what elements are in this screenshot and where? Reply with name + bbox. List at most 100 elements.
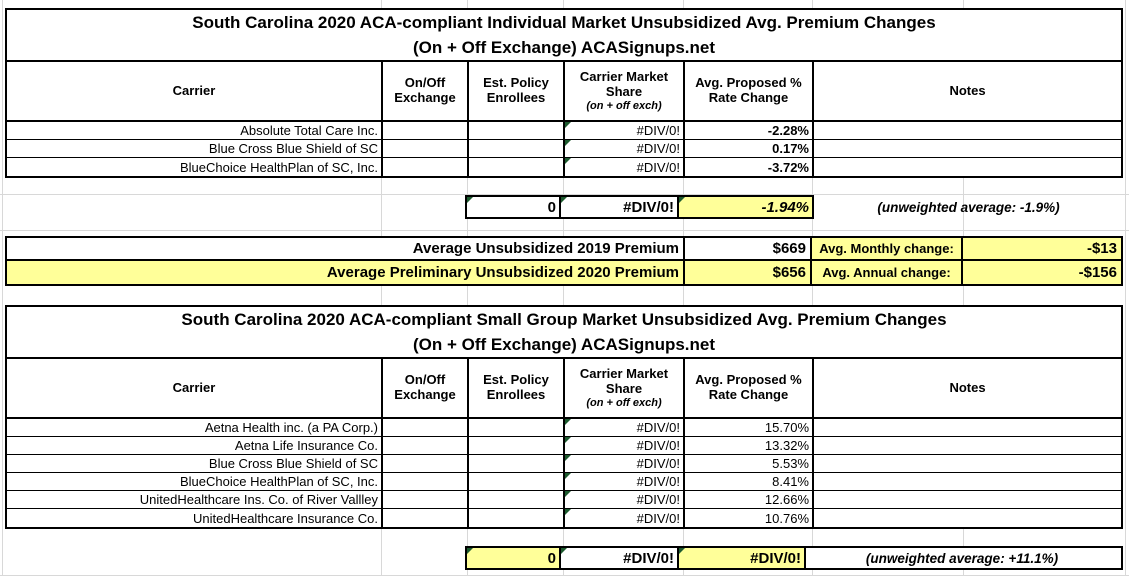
error-triangle-icon: [565, 509, 571, 515]
cell-notes[interactable]: [814, 437, 1121, 454]
cell-carrier[interactable]: Aetna Life Insurance Co.: [7, 437, 383, 454]
annual-change-value-cell[interactable]: -$156: [963, 261, 1121, 284]
total-enrollees-cell[interactable]: 0: [467, 197, 561, 217]
cell-carrier[interactable]: Aetna Health inc. (a PA Corp.): [7, 419, 383, 436]
cell-market-share[interactable]: #DIV/0!: [565, 419, 685, 436]
cell-rate-change[interactable]: 10.76%: [685, 509, 814, 527]
cell-carrier[interactable]: Blue Cross Blue Shield of SC: [7, 140, 383, 157]
annual-change-label-cell[interactable]: Avg. Annual change:: [812, 261, 963, 284]
header-exchange: On/Off Exchange: [383, 359, 469, 417]
header-exchange: On/Off Exchange: [383, 62, 469, 120]
cell-carrier[interactable]: UnitedHealthcare Insurance Co.: [7, 509, 383, 527]
cell-notes[interactable]: [814, 122, 1121, 139]
cell-carrier[interactable]: BlueChoice HealthPlan of SC, Inc.: [7, 473, 383, 490]
total-market-share-cell[interactable]: #DIV/0!: [561, 548, 679, 568]
total-rate-cell[interactable]: -1.94%: [679, 197, 812, 217]
gridline: [0, 194, 1129, 195]
cell-carrier[interactable]: BlueChoice HealthPlan of SC, Inc.: [7, 158, 383, 176]
cell-enrollees[interactable]: [469, 473, 565, 490]
gridline: [963, 0, 964, 576]
cell-notes[interactable]: [814, 509, 1121, 527]
cell-market-share[interactable]: #DIV/0!: [565, 455, 685, 472]
table-row: Blue Cross Blue Shield of SC #DIV/0! 0.1…: [7, 140, 1121, 158]
individual-totals-row: 0 #DIV/0! -1.94%: [465, 195, 814, 219]
table-row: Absolute Total Care Inc. #DIV/0! -2.28%: [7, 122, 1121, 140]
individual-market-table: South Carolina 2020 ACA-compliant Indivi…: [5, 8, 1123, 178]
total-rate-cell[interactable]: #DIV/0!: [679, 548, 806, 568]
cell-market-share[interactable]: #DIV/0!: [565, 140, 685, 157]
cell-exchange[interactable]: [383, 455, 469, 472]
cell-market-share[interactable]: #DIV/0!: [565, 509, 685, 527]
cell-notes[interactable]: [814, 140, 1121, 157]
summary-2019-value-cell[interactable]: $669: [685, 238, 812, 259]
small-group-market-title: South Carolina 2020 ACA-compliant Small …: [7, 307, 1121, 359]
table-row: BlueChoice HealthPlan of SC, Inc. #DIV/0…: [7, 473, 1121, 491]
summary-2019-label-cell[interactable]: Average Unsubsidized 2019 Premium: [7, 238, 685, 259]
monthly-change-value-cell[interactable]: -$13: [963, 238, 1121, 259]
cell-notes[interactable]: [814, 491, 1121, 508]
cell-exchange[interactable]: [383, 140, 469, 157]
cell-carrier[interactable]: Absolute Total Care Inc.: [7, 122, 383, 139]
cell-enrollees[interactable]: [469, 491, 565, 508]
error-triangle-icon: [467, 548, 473, 554]
error-triangle-icon: [679, 548, 685, 554]
cell-notes[interactable]: [814, 473, 1121, 490]
error-triangle-icon: [561, 197, 567, 203]
cell-rate-change[interactable]: 8.41%: [685, 473, 814, 490]
small-group-market-table: South Carolina 2020 ACA-compliant Small …: [5, 305, 1123, 529]
cell-exchange[interactable]: [383, 437, 469, 454]
cell-rate-change[interactable]: 5.53%: [685, 455, 814, 472]
cell-market-share[interactable]: #DIV/0!: [565, 437, 685, 454]
cell-enrollees[interactable]: [469, 419, 565, 436]
cell-rate-change[interactable]: 15.70%: [685, 419, 814, 436]
premium-summary-box: Average Unsubsidized 2019 Premium $669 A…: [5, 236, 1123, 286]
gridline: [467, 0, 468, 576]
error-triangle-icon: [679, 197, 685, 203]
header-notes: Notes: [949, 82, 986, 98]
cell-exchange[interactable]: [383, 491, 469, 508]
cell-exchange[interactable]: [383, 122, 469, 139]
title-line-2: (On + Off Exchange) ACASignups.net: [412, 38, 716, 57]
cell-exchange[interactable]: [383, 158, 469, 176]
cell-enrollees[interactable]: [469, 122, 565, 139]
table-row: Aetna Health inc. (a PA Corp.) #DIV/0! 1…: [7, 419, 1121, 437]
cell-market-share[interactable]: #DIV/0!: [565, 122, 685, 139]
cell-notes[interactable]: [814, 419, 1121, 436]
summary-2020-label-cell[interactable]: Average Preliminary Unsubsidized 2020 Pr…: [7, 261, 685, 284]
cell-rate-change[interactable]: 0.17%: [685, 140, 814, 157]
cell-enrollees[interactable]: [469, 140, 565, 157]
cell-notes[interactable]: [814, 158, 1121, 176]
cell-notes[interactable]: [814, 455, 1121, 472]
cell-market-share[interactable]: #DIV/0!: [565, 491, 685, 508]
cell-exchange[interactable]: [383, 509, 469, 527]
cell-rate-change[interactable]: -3.72%: [685, 158, 814, 176]
cell-enrollees[interactable]: [469, 455, 565, 472]
total-enrollees-cell[interactable]: 0: [467, 548, 561, 568]
cell-rate-change[interactable]: 13.32%: [685, 437, 814, 454]
summary-2020-value-cell[interactable]: $656: [685, 261, 812, 284]
header-market-share: Carrier Market Share (on + off exch): [565, 62, 685, 120]
total-market-share-cell[interactable]: #DIV/0!: [561, 197, 679, 217]
cell-enrollees[interactable]: [469, 437, 565, 454]
error-triangle-icon: [565, 437, 571, 443]
table-row: BlueChoice HealthPlan of SC, Inc. #DIV/0…: [7, 158, 1121, 176]
cell-carrier[interactable]: UnitedHealthcare Ins. Co. of River Valll…: [7, 491, 383, 508]
cell-exchange[interactable]: [383, 473, 469, 490]
gridline: [812, 0, 813, 576]
error-triangle-icon: [561, 548, 567, 554]
cell-enrollees[interactable]: [469, 509, 565, 527]
cell-carrier[interactable]: Blue Cross Blue Shield of SC: [7, 455, 383, 472]
cell-market-share[interactable]: #DIV/0!: [565, 473, 685, 490]
small-group-unweighted-average-note: (unweighted average: +11.1%): [865, 550, 1059, 566]
header-market-share-sub: (on + off exch): [586, 99, 662, 112]
cell-market-share[interactable]: #DIV/0!: [565, 158, 685, 176]
cell-enrollees[interactable]: [469, 158, 565, 176]
error-triangle-icon: [565, 158, 571, 164]
table-row: UnitedHealthcare Insurance Co. #DIV/0! 1…: [7, 509, 1121, 527]
cell-rate-change[interactable]: -2.28%: [685, 122, 814, 139]
monthly-change-label-cell[interactable]: Avg. Monthly change:: [812, 238, 963, 259]
table-row: Aetna Life Insurance Co. #DIV/0! 13.32%: [7, 437, 1121, 455]
cell-rate-change[interactable]: 12.66%: [685, 491, 814, 508]
summary-row-2019: Average Unsubsidized 2019 Premium $669 A…: [7, 238, 1121, 261]
cell-exchange[interactable]: [383, 419, 469, 436]
